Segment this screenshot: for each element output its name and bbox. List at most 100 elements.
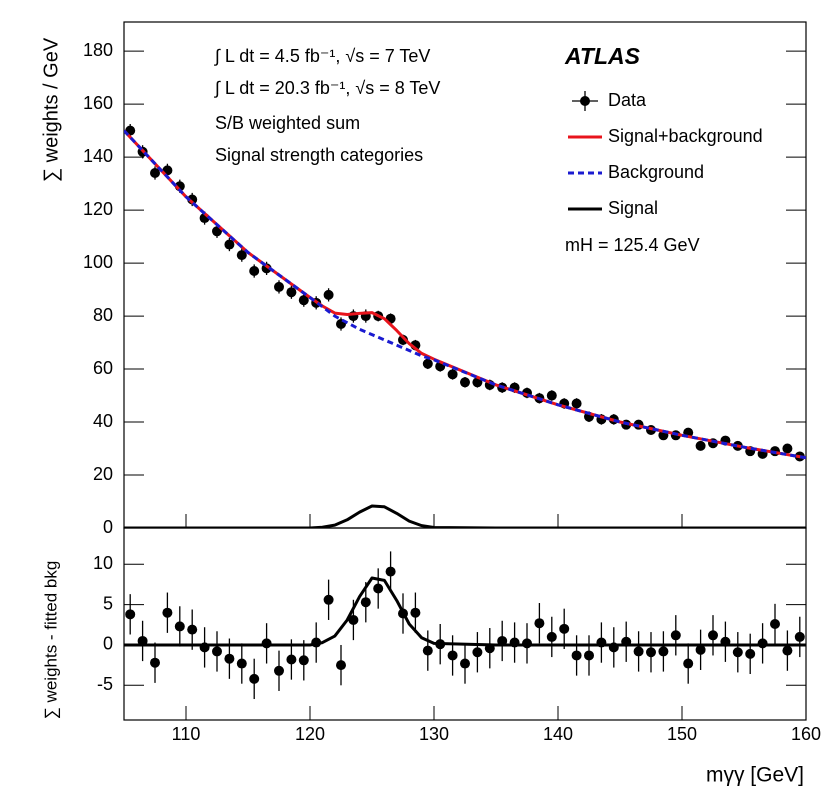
data-point: [794, 631, 805, 642]
y-tick-label: -5: [97, 674, 113, 694]
legend-marker: [580, 96, 590, 106]
annotation: ∫ L dt = 4.5 fb⁻¹, √s = 7 TeV: [213, 46, 430, 66]
data-point: [274, 665, 284, 676]
legend-label: Data: [608, 90, 647, 110]
data-point: [745, 648, 756, 659]
data-point: [360, 597, 371, 608]
data-point: [249, 266, 260, 277]
data-point: [224, 653, 235, 664]
x-tick-label: 160: [791, 724, 821, 744]
data-point: [559, 623, 570, 634]
plot-area: [124, 551, 806, 700]
curve: [124, 576, 806, 647]
data-point: [683, 658, 694, 669]
y-tick-label: 180: [83, 40, 113, 60]
data-point: [398, 334, 408, 345]
data-point: [410, 607, 421, 618]
data-point: [497, 635, 508, 646]
data-point: [422, 645, 433, 656]
data-point: [385, 566, 396, 577]
data-point: [125, 609, 136, 620]
mass-label: mH = 125.4 GeV: [565, 235, 700, 255]
data-point: [782, 443, 793, 454]
data-point: [422, 358, 433, 369]
data-point: [373, 583, 384, 594]
data-point: [323, 594, 334, 605]
data-point: [286, 654, 297, 665]
data-point: [770, 619, 780, 629]
data-point: [546, 390, 557, 401]
data-point: [298, 295, 309, 306]
data-point: [460, 377, 470, 388]
data-point: [274, 281, 284, 292]
y-axis-label: ∑ weights - fitted bkg: [41, 561, 60, 720]
y-tick-label: 0: [103, 634, 113, 654]
y-tick-label: 80: [93, 305, 113, 325]
y-tick-label: 140: [83, 146, 113, 166]
top-frame: [123, 21, 807, 529]
data-point: [286, 287, 297, 298]
legend-label: Background: [608, 162, 704, 182]
data-point: [782, 645, 793, 656]
data-point: [695, 440, 706, 451]
data-point: [212, 646, 222, 657]
y-tick-label: 0: [103, 517, 113, 537]
data-point: [757, 638, 768, 649]
x-tick-label: 110: [172, 724, 201, 744]
legend-label: Signal: [608, 198, 658, 218]
data-point: [658, 646, 669, 657]
data-point: [472, 647, 483, 658]
data-point: [174, 621, 185, 632]
y-tick-label: 5: [103, 593, 113, 613]
annotation: S/B weighted sum: [215, 113, 360, 133]
data-point: [546, 631, 557, 642]
data-point: [336, 660, 346, 671]
curve: [124, 129, 806, 460]
annotation: ∫ L dt = 20.3 fb⁻¹, √s = 8 TeV: [213, 78, 440, 98]
data-point: [162, 607, 173, 618]
data-point: [447, 369, 458, 380]
y-tick-label: 120: [83, 199, 113, 219]
data-point: [298, 655, 309, 666]
data-point: [150, 657, 160, 668]
data-point: [261, 638, 272, 649]
bottom-frame: [123, 527, 807, 721]
data-point: [708, 630, 718, 641]
x-tick-label: 120: [295, 724, 325, 744]
y-tick-label: 160: [83, 93, 113, 113]
x-tick-label: 150: [667, 724, 697, 744]
y-tick-label: 20: [93, 464, 113, 484]
data-point: [571, 398, 582, 409]
x-axis-label: mγγ [GeV]: [706, 764, 804, 787]
x-tick-label: 130: [419, 724, 449, 744]
data-point: [732, 647, 743, 658]
data-point: [323, 289, 334, 300]
plot-area: [124, 123, 806, 528]
x-tick-label: 140: [543, 724, 573, 744]
y-tick-label: 100: [83, 252, 113, 272]
data-point: [137, 635, 148, 646]
data-point: [571, 650, 582, 661]
y-tick-label: 10: [93, 553, 113, 573]
data-point: [236, 658, 247, 669]
data-point: [447, 650, 458, 661]
y-tick-label: 40: [93, 411, 113, 431]
y-tick-label: 60: [93, 358, 113, 378]
data-point: [670, 630, 681, 641]
data-point: [534, 618, 545, 629]
data-point: [224, 239, 235, 250]
y-axis-label: ∑ weights / GeV: [40, 37, 62, 182]
data-point: [695, 644, 706, 655]
data-point: [236, 250, 247, 261]
experiment-label: ATLAS: [564, 43, 641, 69]
legend-label: Signal+background: [608, 126, 763, 146]
curve: [124, 504, 806, 528]
data-point: [522, 638, 532, 649]
data-point: [150, 168, 160, 179]
data-point: [249, 673, 260, 684]
data-point: [633, 646, 644, 657]
data-point: [187, 624, 198, 635]
annotation: Signal strength categories: [215, 145, 423, 165]
data-point: [646, 647, 656, 658]
